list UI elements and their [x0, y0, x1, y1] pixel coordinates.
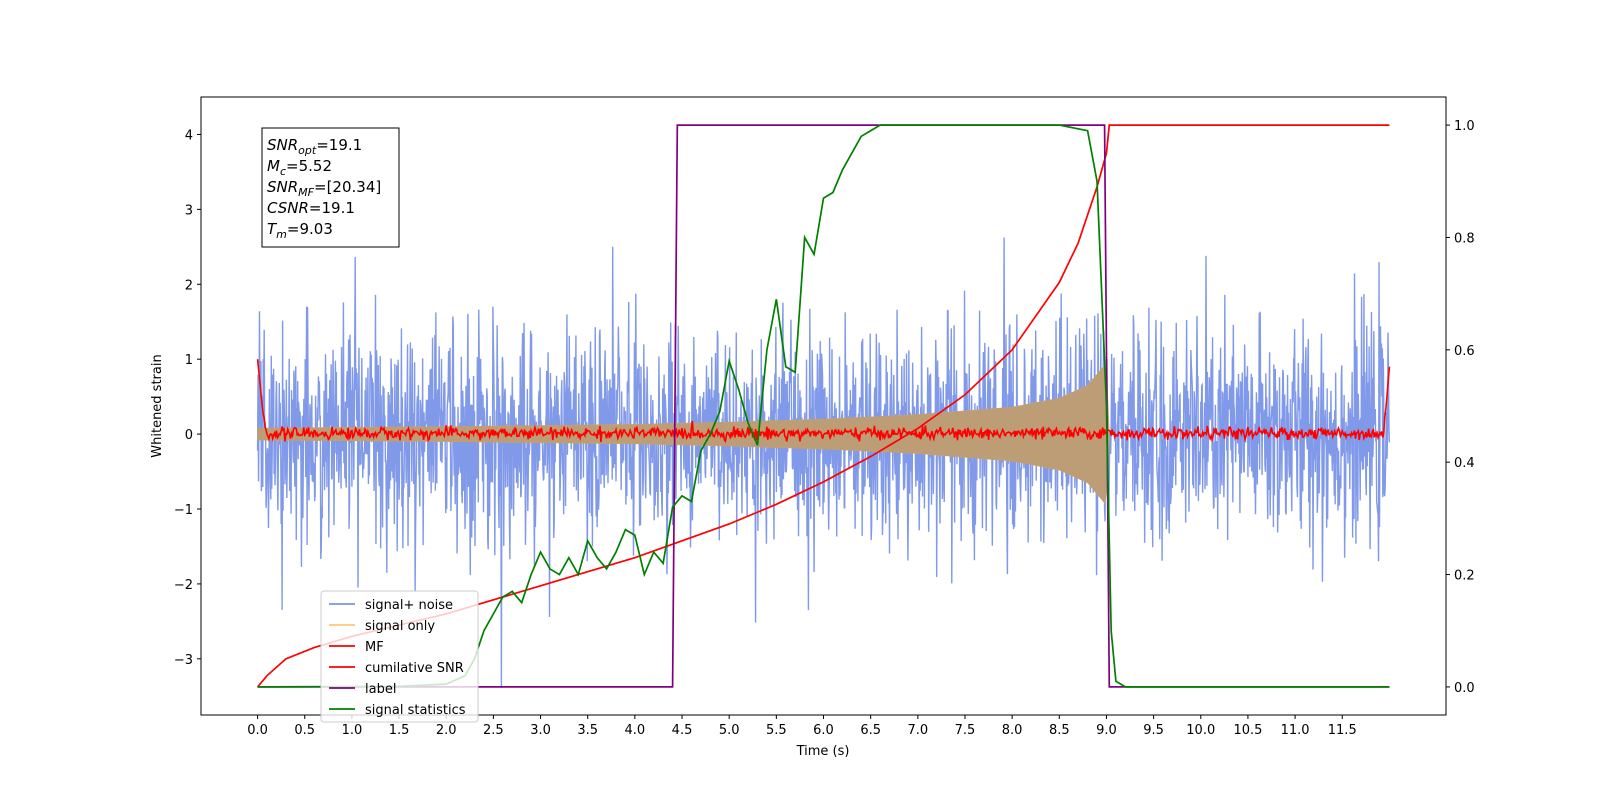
- series-signal-statistics: [257, 124, 1390, 688]
- legend: signal+ noise signal only MF cumilative SNR…: [320, 590, 479, 723]
- y-axis-left: −3 −2 −1 0 1 2 3 4: [174, 128, 201, 668]
- y2-tick-label: 0.6: [1454, 344, 1475, 359]
- y-tick-label: 1: [185, 353, 193, 368]
- y2-tick-label: 0.4: [1454, 456, 1475, 471]
- x-axis: 0.0 0.5 1.0 1.5 2.0 2.5 3.0 3.5 4.0 4.5 5.0 5.5 6.0 6…: [247, 715, 1357, 738]
- stat-line: Mc=5.52: [267, 157, 332, 178]
- x-tick-label: 9.5: [1143, 723, 1164, 738]
- x-tick-label: 11.5: [1328, 723, 1357, 738]
- x-tick-label: 0.0: [247, 723, 268, 738]
- x-tick-label: 3.5: [577, 723, 598, 738]
- y2-tick-label: 1.0: [1454, 119, 1475, 134]
- legend-label: signal only: [365, 619, 435, 634]
- x-tick-label: 10.5: [1233, 723, 1262, 738]
- legend-label: signal+ noise: [365, 598, 453, 613]
- x-tick-label: 2.0: [436, 723, 457, 738]
- x-tick-label: 0.5: [294, 723, 315, 738]
- plot-area: [256, 124, 1391, 688]
- x-tick-label: 2.5: [483, 723, 504, 738]
- stats-annotation-box: SNRopt=19.1Mc=5.52SNRMF=[20.34]CSNR=19.1…: [261, 127, 400, 248]
- stat-line: Tm=9.03: [267, 220, 333, 241]
- stats-box-frame: [261, 127, 400, 248]
- y2-tick-label: 0.0: [1454, 681, 1475, 696]
- series-mf: [256, 359, 1391, 444]
- stat-line: SNRopt=19.1: [267, 136, 362, 157]
- x-tick-label: 5.0: [719, 723, 740, 738]
- x-tick-label: 4.0: [625, 723, 646, 738]
- x-axis-label: Time (s): [796, 744, 850, 759]
- x-tick-label: 5.5: [766, 723, 787, 738]
- legend-label: signal statistics: [365, 703, 466, 718]
- y-tick-label: −3: [174, 653, 193, 668]
- x-tick-label: 11.0: [1281, 723, 1310, 738]
- legend-label: cumilative SNR: [365, 661, 464, 676]
- y-tick-label: 4: [185, 128, 193, 143]
- y-tick-label: −1: [174, 503, 193, 518]
- x-tick-label: 10.0: [1186, 723, 1215, 738]
- series-signal-noise: [256, 237, 1391, 688]
- x-tick-label: 7.5: [955, 723, 976, 738]
- legend-label: label: [365, 682, 396, 697]
- x-tick-label: 1.0: [342, 723, 363, 738]
- x-tick-label: 8.0: [1002, 723, 1023, 738]
- y-tick-label: 2: [185, 278, 193, 293]
- x-tick-label: 4.5: [672, 723, 693, 738]
- x-tick-label: 6.0: [813, 723, 834, 738]
- x-tick-label: 7.0: [907, 723, 928, 738]
- stat-line: SNRMF=[20.34]: [267, 178, 381, 199]
- y-tick-label: 0: [185, 428, 193, 443]
- y-tick-label: 3: [185, 203, 193, 218]
- y-axis-label: Whitened strain: [150, 354, 165, 457]
- y2-tick-label: 0.8: [1454, 231, 1475, 246]
- legend-label: MF: [365, 640, 384, 655]
- y-tick-label: −2: [174, 578, 193, 593]
- x-tick-label: 8.5: [1049, 723, 1070, 738]
- x-tick-label: 1.5: [389, 723, 410, 738]
- legend-frame: [320, 590, 479, 723]
- y-axis-right: 0.0 0.2 0.4 0.6 0.8 1.0: [1446, 119, 1475, 696]
- x-tick-label: 6.5: [860, 723, 881, 738]
- stat-line: CSNR=19.1: [267, 199, 355, 217]
- x-tick-label: 3.0: [530, 723, 551, 738]
- x-tick-label: 9.0: [1096, 723, 1117, 738]
- y2-tick-label: 0.2: [1454, 569, 1475, 584]
